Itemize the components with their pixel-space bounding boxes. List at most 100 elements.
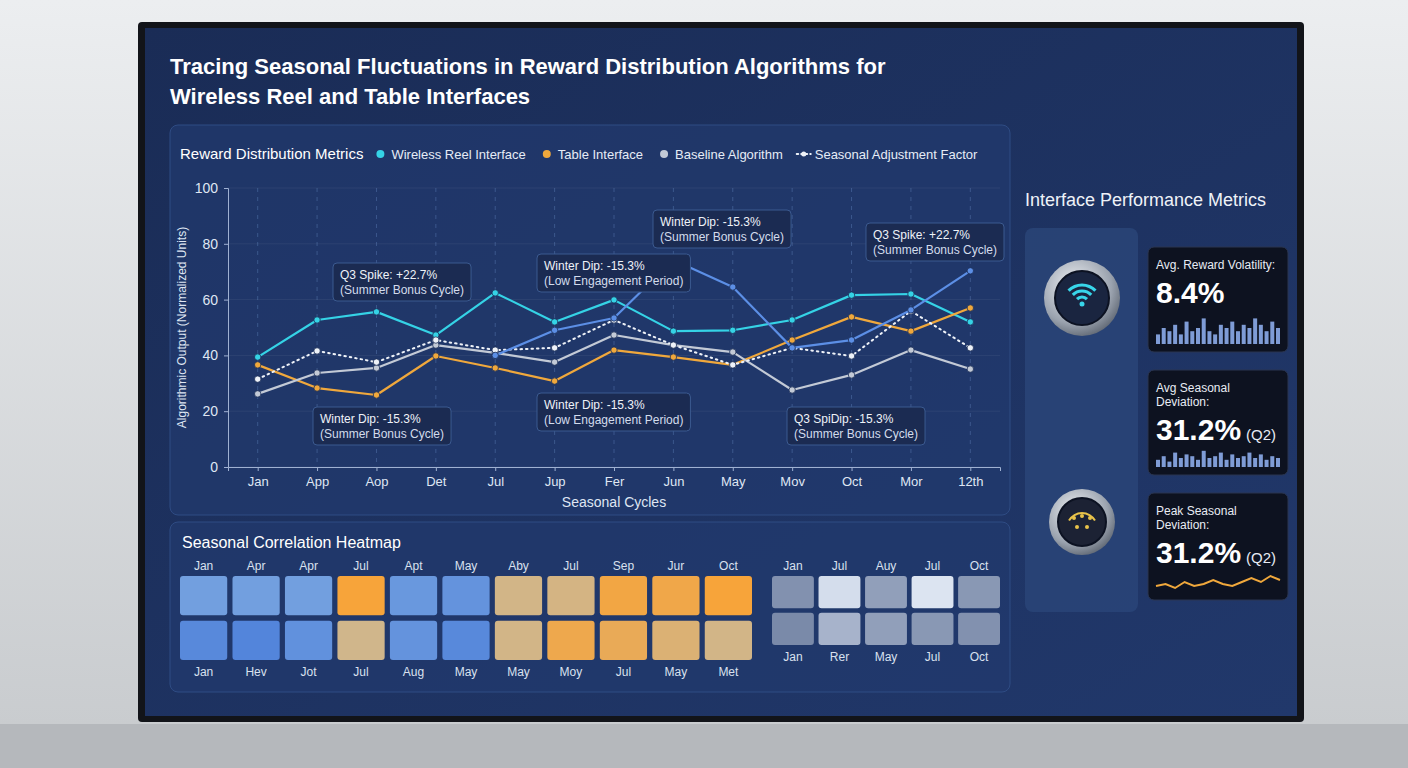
annotation: Q3 SpiDip: -15.3%(Summer Bonus Cycle): [787, 407, 925, 445]
heatmap-cell: [285, 576, 332, 615]
table-icon: [1049, 489, 1115, 555]
series-line: [495, 260, 970, 355]
legend-swatch: [801, 152, 806, 157]
annotation-note: (Summer Bonus Cycle): [340, 283, 464, 297]
y-tick: 100: [195, 180, 228, 196]
metric-card: Avg. Reward Volatility:8.4%: [1148, 247, 1288, 352]
annotation-label: Q3 Spike: +22.7%: [873, 228, 970, 242]
heatmap-bottom-label: May: [455, 665, 478, 679]
heatmap-top-label: Jul: [563, 559, 578, 573]
spark-bar: [1207, 331, 1211, 344]
series-point: [373, 365, 379, 371]
heatmap-panel: [170, 522, 1010, 692]
series-point: [730, 362, 736, 368]
x-tick: Jup: [545, 467, 566, 489]
x-axis-title: Seasonal Cycles: [562, 494, 666, 510]
series-point: [433, 337, 439, 343]
heatmap-cell: [495, 621, 542, 660]
heatmap-bottom-label: May: [507, 665, 530, 679]
x-tick-label: Jun: [663, 474, 684, 489]
y-tick-label: 80: [202, 236, 218, 252]
card-note: (Q2): [1246, 549, 1276, 566]
heatmap-cell: [865, 576, 907, 608]
annotation-note: (Summer Bonus Cycle): [873, 243, 997, 257]
x-tick-mark: [614, 467, 615, 471]
x-tick-mark: [733, 467, 734, 471]
text-line: Wireless Reel and Table Interfaces: [170, 84, 530, 109]
x-tick-mark: [436, 467, 437, 471]
x-tick-mark: [970, 467, 971, 471]
metrics-title: Interface Performance Metrics: [1025, 190, 1266, 210]
heatmap-cell: [958, 613, 1000, 645]
series-point: [492, 290, 498, 296]
series-point: [848, 372, 854, 378]
x-tick: Jun: [663, 467, 684, 489]
text-line: Peak Seasonal: [1156, 504, 1237, 518]
heatmap-cell: [547, 621, 594, 660]
spark-bar: [1247, 453, 1251, 467]
series-point: [967, 345, 973, 351]
card-label: Peak SeasonalDeviation:: [1156, 504, 1237, 532]
spark-bar: [1173, 453, 1177, 467]
spark-bar: [1162, 456, 1166, 467]
legend-icon: [797, 152, 811, 157]
annotation-box: [537, 254, 690, 292]
series-point: [670, 342, 676, 348]
icon-dot: [1080, 302, 1085, 307]
heatmap-top-label: Jan: [194, 559, 213, 573]
heatmap-top-label: May: [455, 559, 478, 573]
spark-bar: [1185, 322, 1189, 344]
series-point: [967, 268, 973, 274]
spark-bar: [1259, 454, 1263, 467]
annotation-label: Winter Dip: -15.3%: [544, 259, 645, 273]
annotation: Q3 Spike: +22.7%(Summer Bonus Cycle): [333, 263, 471, 301]
series-point: [373, 309, 379, 315]
x-tick-mark: [258, 467, 259, 471]
heatmap-cell: [180, 576, 227, 615]
x-tick-label: Jul: [487, 474, 504, 489]
annotation-box: [537, 393, 690, 431]
text-line: Deviation:: [1156, 395, 1209, 409]
heatmap-top-label: Apt: [405, 559, 424, 573]
series-line: [258, 311, 971, 379]
grid-line-x: [257, 188, 258, 467]
heatmap-top-label: Auy: [876, 559, 897, 573]
series-point: [848, 337, 854, 343]
x-tick-label: Mov: [780, 474, 805, 489]
x-tick: Det: [426, 467, 447, 489]
icon-dot: [1075, 525, 1079, 529]
spark-bar: [1225, 328, 1229, 344]
icon-wave: [1067, 283, 1096, 291]
icon-column: [1025, 228, 1138, 612]
spark-bar: [1259, 325, 1263, 344]
y-tick-mark: [224, 188, 228, 189]
heatmap-cell: [705, 576, 752, 615]
series-point: [789, 345, 795, 351]
spark-bar: [1225, 460, 1229, 467]
y-tick: 80: [202, 236, 228, 252]
series-point: [908, 291, 914, 297]
series-point: [908, 328, 914, 334]
series-point: [730, 327, 736, 333]
card-label: Avg SeasonalDeviation:: [1156, 381, 1230, 409]
heatmap-top-label: Apr: [247, 559, 266, 573]
series-point: [254, 391, 260, 397]
legend-swatch: [660, 150, 668, 158]
heatmap-cell: [442, 576, 489, 615]
annotation-box: [866, 223, 1004, 261]
spark-bar: [1253, 458, 1257, 467]
heatmap-bottom-label: May: [875, 650, 898, 664]
heatmap-cell: [865, 613, 907, 645]
y-tick-mark: [224, 355, 228, 356]
series-point: [670, 342, 676, 348]
x-tick-label: Jup: [545, 474, 566, 489]
heatmap-cell: [495, 576, 542, 615]
icon-wave: [1076, 295, 1088, 300]
icon-ring: [1044, 260, 1120, 336]
x-tick-mark: [911, 467, 912, 471]
spark-bar: [1247, 328, 1251, 344]
heatmap: Seasonal Correlation HeatmapJanAprAprJul…: [180, 534, 752, 679]
annotation: Winter Dip: -15.3%(Summer Bonus Cycle): [653, 210, 791, 248]
series-point: [551, 319, 557, 325]
card-value: 31.2%: [1156, 536, 1241, 569]
